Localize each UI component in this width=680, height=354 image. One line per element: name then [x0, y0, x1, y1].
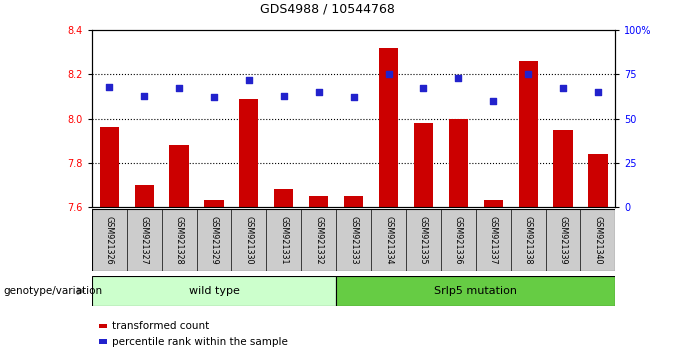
Text: GSM921326: GSM921326 — [105, 216, 114, 265]
Text: GDS4988 / 10544768: GDS4988 / 10544768 — [260, 3, 395, 16]
Bar — [483, 200, 503, 207]
Text: GSM921329: GSM921329 — [209, 216, 218, 265]
Point — [383, 72, 394, 77]
Point — [488, 98, 498, 104]
Bar — [336, 276, 615, 306]
Bar — [99, 339, 107, 344]
Text: GSM921331: GSM921331 — [279, 216, 288, 265]
Text: GSM921330: GSM921330 — [244, 216, 254, 265]
Text: GSM921340: GSM921340 — [594, 216, 602, 265]
Bar — [414, 123, 433, 207]
Point — [313, 89, 324, 95]
Point — [348, 95, 359, 100]
Bar — [100, 127, 119, 207]
Bar — [309, 196, 328, 207]
Bar — [554, 130, 573, 207]
Text: GSM921339: GSM921339 — [558, 216, 568, 265]
Text: transformed count: transformed count — [112, 321, 209, 331]
Point — [592, 89, 603, 95]
Text: percentile rank within the sample: percentile rank within the sample — [112, 337, 288, 347]
Text: GSM921335: GSM921335 — [419, 216, 428, 265]
Text: GSM921328: GSM921328 — [175, 216, 184, 265]
Text: Srlp5 mutation: Srlp5 mutation — [435, 286, 517, 296]
Bar — [92, 276, 336, 306]
Bar — [205, 200, 224, 207]
Bar — [379, 48, 398, 207]
Text: GSM921332: GSM921332 — [314, 216, 323, 265]
Bar — [588, 154, 607, 207]
Bar — [239, 99, 258, 207]
Point — [243, 77, 254, 82]
Text: wild type: wild type — [188, 286, 239, 296]
Text: GSM921334: GSM921334 — [384, 216, 393, 265]
Bar — [449, 119, 468, 207]
Bar — [274, 189, 293, 207]
Text: GSM921337: GSM921337 — [489, 216, 498, 265]
Bar — [169, 145, 188, 207]
Text: GSM921327: GSM921327 — [139, 216, 149, 265]
Text: GSM921338: GSM921338 — [524, 216, 532, 265]
Bar — [99, 324, 107, 328]
Text: GSM921336: GSM921336 — [454, 216, 463, 265]
Point — [173, 86, 184, 91]
Point — [453, 75, 464, 81]
Point — [104, 84, 115, 90]
Bar — [135, 185, 154, 207]
Point — [523, 72, 534, 77]
Bar — [344, 196, 363, 207]
Point — [209, 95, 220, 100]
Point — [139, 93, 150, 98]
Text: GSM921333: GSM921333 — [349, 216, 358, 265]
Point — [558, 86, 568, 91]
Point — [418, 86, 429, 91]
Text: genotype/variation: genotype/variation — [3, 286, 103, 296]
Bar — [519, 61, 538, 207]
Point — [278, 93, 289, 98]
